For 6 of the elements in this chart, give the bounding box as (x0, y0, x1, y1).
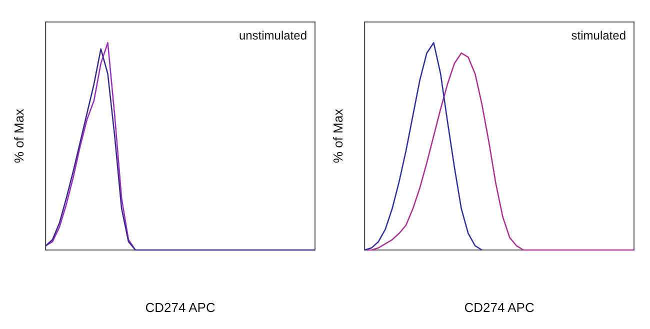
y-axis-title: % of Max (11, 108, 26, 164)
x-axis-title: CD274 APC (464, 300, 534, 315)
y-axis-title: % of Max (330, 108, 346, 164)
x-axis-title: CD274 APC (145, 300, 216, 315)
text: stimulated (571, 28, 626, 42)
text: unstimulated (238, 28, 307, 42)
